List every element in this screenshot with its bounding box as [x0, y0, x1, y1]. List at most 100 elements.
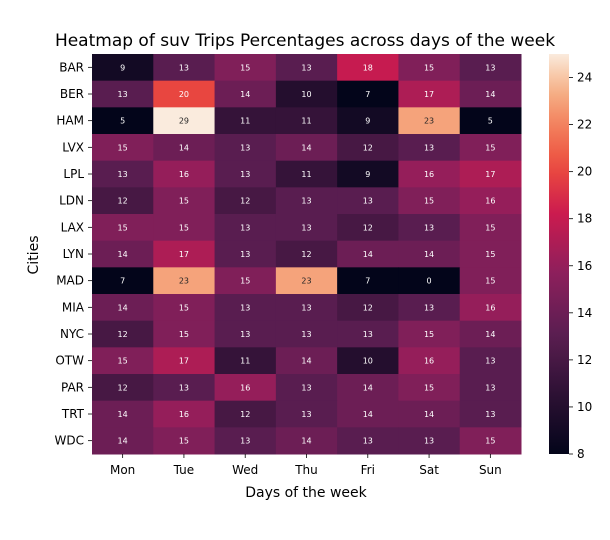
heatmap-cell	[153, 294, 216, 322]
cell-value-label: 12	[118, 383, 128, 392]
heatmap-cell	[153, 400, 216, 428]
colorbar-tick-label: 20	[577, 165, 592, 179]
cell-value-label: 14	[363, 410, 373, 419]
cell-value-label: 15	[485, 223, 495, 232]
cell-value-label: 13	[301, 63, 311, 72]
heatmap-cell	[92, 267, 154, 295]
heatmap-cell	[92, 240, 154, 268]
heatmap-cell	[214, 134, 277, 162]
heatmap-cell	[459, 267, 522, 295]
heatmap-cells: 9 13 15 13 18 15 13 13 20 14 10 7 17 14 5 29 11 11 9 23 5 15 1…	[92, 54, 522, 455]
cell-value-label: 15	[118, 357, 128, 366]
heatmap-cell	[92, 400, 154, 428]
colorbar-tick-label: 14	[577, 306, 592, 320]
cell-value-label: 15	[118, 223, 128, 232]
cell-value-label: 13	[424, 437, 434, 446]
heatmap-cell	[92, 427, 154, 455]
cell-value-label: 13	[240, 437, 250, 446]
heatmap-cell	[337, 240, 399, 268]
heatmap-cell	[398, 374, 461, 402]
heatmap-cell	[275, 214, 338, 242]
cell-value-label: 13	[179, 63, 189, 72]
cell-value-label: 7	[120, 277, 125, 286]
heatmap-cell	[214, 347, 277, 375]
cell-value-label: 17	[485, 170, 495, 179]
y-tick-label: BER	[60, 87, 84, 101]
heatmap-cell	[398, 294, 461, 322]
heatmap-cell	[275, 347, 338, 375]
heatmap-cell	[153, 134, 216, 162]
y-tick-label: LAX	[61, 220, 84, 234]
x-tick-label: Sat	[419, 463, 439, 477]
cell-value-label: 29	[179, 117, 189, 126]
cell-value-label: 14	[301, 143, 311, 152]
x-tick-label: Sun	[479, 463, 502, 477]
heatmap-cell	[92, 107, 154, 135]
cell-value-label: 13	[240, 143, 250, 152]
cell-value-label: 23	[424, 117, 434, 126]
heatmap-cell	[459, 134, 522, 162]
cell-value-label: 16	[240, 383, 250, 392]
heatmap-cell	[153, 214, 216, 242]
cell-value-label: 13	[240, 330, 250, 339]
x-axis-ticks: Mon Tue Wed Thu Fri Sat Sun	[110, 454, 502, 477]
cell-value-label: 14	[179, 143, 189, 152]
cell-value-label: 15	[118, 143, 128, 152]
cell-value-label: 16	[424, 357, 434, 366]
cell-value-label: 7	[365, 277, 370, 286]
heatmap-cell	[214, 267, 277, 295]
heatmap-cell	[459, 240, 522, 268]
cell-value-label: 15	[485, 250, 495, 259]
cell-value-label: 20	[179, 90, 189, 99]
heatmap-cell	[92, 134, 154, 162]
y-tick-label: WDC	[55, 434, 84, 448]
cell-value-label: 15	[424, 63, 434, 72]
cell-value-label: 11	[240, 357, 250, 366]
heatmap-cell	[337, 267, 399, 295]
cell-value-label: 13	[301, 410, 311, 419]
x-tick-label: Mon	[110, 463, 135, 477]
heatmap-cell	[214, 400, 277, 428]
heatmap-cell	[459, 80, 522, 108]
heatmap-cell	[398, 160, 461, 188]
heatmap-cell	[398, 320, 461, 348]
x-tick-label: Wed	[232, 463, 258, 477]
cell-value-label: 5	[120, 117, 125, 126]
cell-value-label: 16	[179, 170, 189, 179]
cell-value-label: 9	[120, 63, 125, 72]
cell-value-label: 17	[424, 90, 434, 99]
heatmap-cell	[153, 80, 216, 108]
cell-value-label: 5	[488, 117, 493, 126]
cell-value-label: 15	[240, 63, 250, 72]
heatmap-cell	[337, 400, 399, 428]
cell-value-label: 14	[363, 250, 373, 259]
cell-value-label: 14	[118, 250, 128, 259]
cell-value-label: 23	[179, 277, 189, 286]
cell-value-label: 13	[363, 330, 373, 339]
cell-value-label: 13	[301, 383, 311, 392]
heatmap-cell	[398, 267, 461, 295]
cell-value-label: 14	[485, 90, 495, 99]
cell-value-label: 13	[485, 357, 495, 366]
cell-value-label: 13	[240, 303, 250, 312]
heatmap-cell	[214, 160, 277, 188]
cell-value-label: 12	[118, 330, 128, 339]
cell-value-label: 15	[485, 437, 495, 446]
y-tick-label: LDN	[59, 194, 84, 208]
heatmap-cell	[398, 54, 461, 82]
y-tick-label: NYC	[60, 327, 84, 341]
heatmap-cell	[92, 294, 154, 322]
cell-value-label: 16	[424, 170, 434, 179]
heatmap-cell	[398, 134, 461, 162]
heatmap-cell	[275, 374, 338, 402]
heatmap-cell	[214, 374, 277, 402]
heatmap-cell	[275, 187, 338, 215]
heatmap-cell	[153, 187, 216, 215]
cell-value-label: 13	[363, 197, 373, 206]
heatmap-cell	[337, 320, 399, 348]
cell-value-label: 16	[179, 410, 189, 419]
colorbar-tick-label: 12	[577, 353, 592, 367]
heatmap-cell	[275, 267, 338, 295]
heatmap-cell	[398, 400, 461, 428]
